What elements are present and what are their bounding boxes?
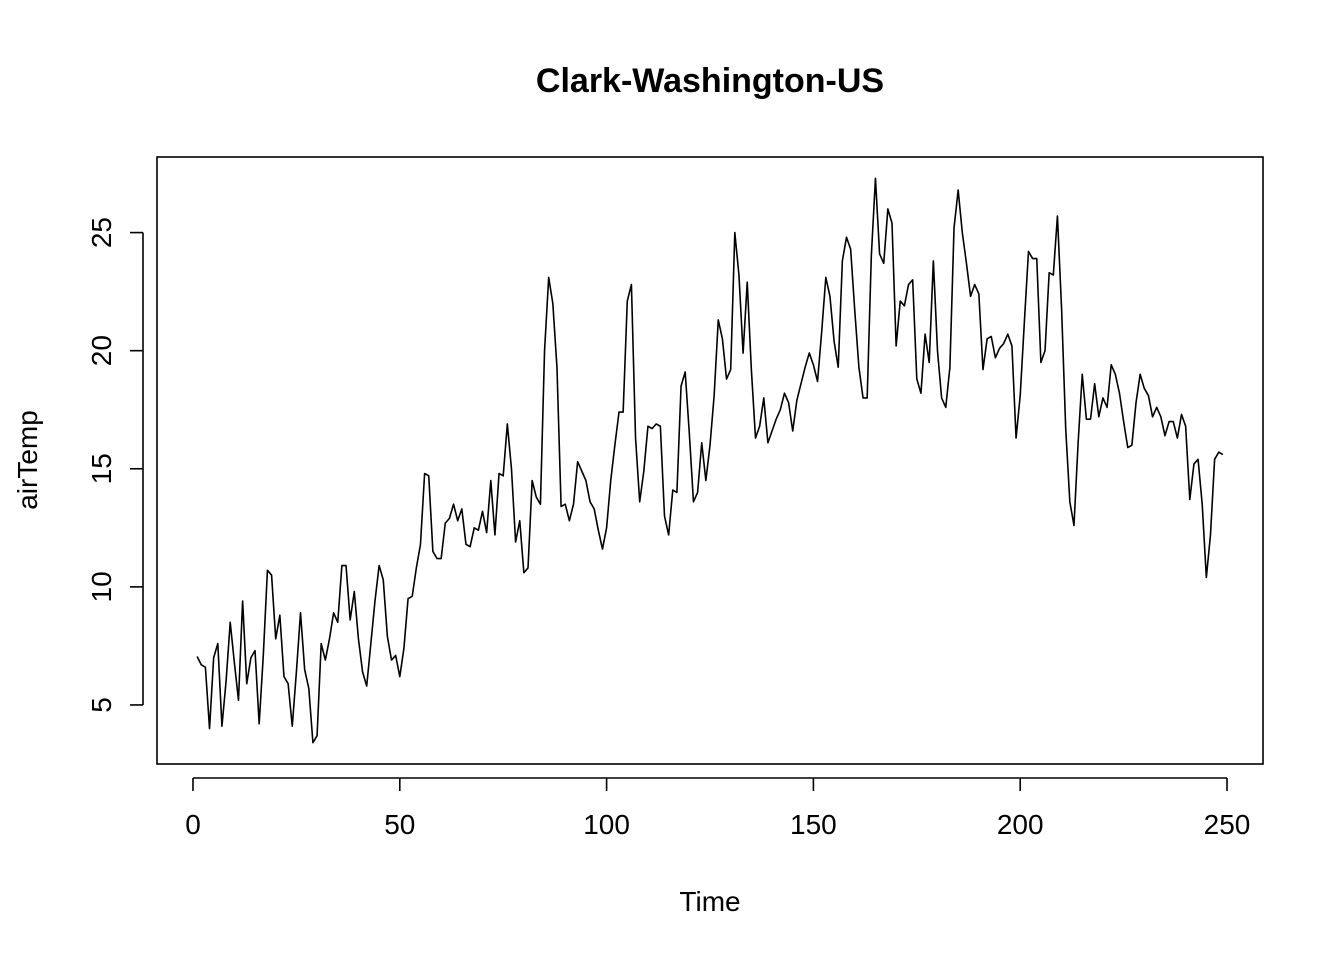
chart-title: Clark-Washington-US [536, 62, 884, 100]
series-line [196, 177, 1224, 744]
x-tick-label: 0 [185, 809, 201, 840]
y-tick-label: 15 [86, 453, 117, 484]
y-tick-label: 10 [86, 571, 117, 602]
y-tick-label: 20 [86, 335, 117, 366]
plot-frame [156, 156, 1264, 765]
x-tick-label: 50 [384, 809, 415, 840]
x-tick-label: 250 [1204, 809, 1251, 840]
x-axis-label: Time [679, 886, 740, 917]
y-axis: 5 10 15 20 25 [86, 217, 144, 713]
y-axis-label: airTemp [12, 410, 43, 510]
x-tick-label: 200 [997, 809, 1044, 840]
y-tick-label: 25 [86, 217, 117, 248]
x-axis: 0 50 100 150 200 250 [185, 777, 1251, 840]
x-tick-label: 100 [583, 809, 630, 840]
y-tick-label: 5 [86, 697, 117, 713]
x-tick-label: 150 [790, 809, 837, 840]
